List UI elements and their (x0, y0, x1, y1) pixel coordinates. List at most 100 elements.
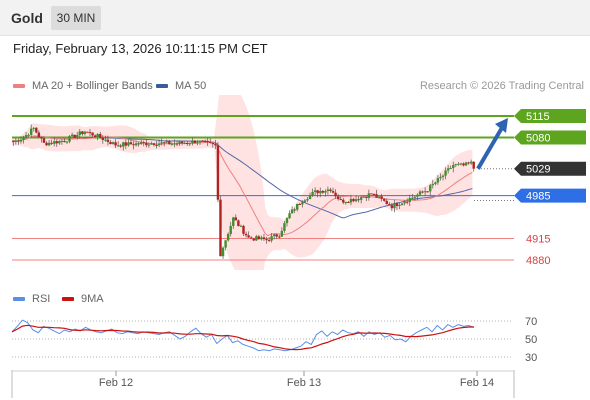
candle-body (398, 204, 401, 206)
candle-body (400, 203, 404, 205)
candle-body (290, 209, 294, 214)
candle-body (88, 132, 92, 134)
candle-body (278, 236, 281, 238)
candle-body (221, 247, 225, 257)
candle-body (63, 140, 66, 143)
candle-body (270, 236, 273, 241)
candle-body (436, 178, 440, 183)
candle-body (170, 143, 174, 145)
candle-body (406, 201, 409, 203)
level-tag-4985 (514, 188, 586, 203)
candle-body (178, 141, 181, 144)
candle-body (35, 127, 38, 133)
candle-body (418, 191, 422, 195)
candle-body (449, 168, 452, 170)
candle-body (306, 199, 309, 201)
candle-body (83, 131, 87, 134)
candle-body (175, 143, 179, 145)
x-tick-label: Feb 12 (99, 377, 133, 389)
candle-body (122, 142, 125, 147)
candle-body (29, 128, 33, 135)
candle-body (421, 191, 424, 193)
rsi-label: RSI (32, 293, 51, 305)
price-chart: 5115 5080 4985 4915 4880 5029 (11, 95, 586, 270)
timeframe-button[interactable]: 30 MIN (51, 6, 101, 30)
level-label-5080: 5080 (526, 132, 550, 144)
candle-body (27, 134, 30, 136)
candle-body (395, 203, 399, 206)
candle-body (357, 199, 360, 201)
candle-body (68, 136, 71, 142)
candle-body (165, 141, 168, 143)
candle-body (452, 165, 455, 169)
candle-body (319, 190, 322, 194)
candle-body (462, 163, 465, 166)
candle-body (459, 163, 463, 165)
candle-body (168, 141, 171, 145)
timestamp: Friday, February 13, 2026 10:11:15 PM CE… (13, 41, 268, 56)
candle-body (262, 237, 266, 240)
ma20-line (11, 135, 473, 237)
candle-body (188, 143, 191, 145)
candle-body (183, 142, 186, 144)
candle-body (147, 144, 151, 146)
candle-body (242, 225, 245, 234)
candle-body (124, 142, 128, 146)
candle-body (255, 236, 258, 241)
candle-body (265, 239, 268, 241)
candle-body (285, 218, 289, 224)
candle-body (339, 199, 342, 201)
candle-body (78, 131, 81, 136)
candle-body (342, 199, 345, 203)
candle-body (411, 197, 414, 199)
rsi-tick-70: 70 (525, 316, 537, 328)
candle-body (388, 204, 391, 206)
rsi-ma-line (11, 324, 474, 351)
candle-body (32, 127, 35, 129)
ma20-label: MA 20 + Bollinger Bands (32, 80, 153, 92)
x-tick-label: Feb 14 (460, 377, 494, 389)
candle-body (129, 142, 133, 145)
candle-body (416, 194, 419, 197)
toolbar: Gold 30 MIN (0, 0, 590, 36)
candle-body (70, 134, 74, 137)
candle-body (413, 196, 417, 198)
candle-body (324, 191, 327, 193)
candle-body (393, 203, 396, 209)
candle-body (106, 139, 110, 142)
candle-body (403, 201, 406, 204)
candle-body (321, 190, 324, 193)
candle-body (359, 197, 363, 200)
forecast-arrow-shaft (476, 124, 505, 170)
candle-body (191, 140, 194, 144)
candle-body (17, 140, 20, 142)
candle-body (380, 196, 383, 199)
candle-body (150, 143, 153, 145)
candle-body (298, 203, 301, 205)
candle-body (86, 131, 89, 133)
candle-body (132, 144, 135, 146)
candle-body (53, 141, 56, 144)
candle-body (249, 237, 253, 239)
candle-body (91, 132, 94, 136)
candle-body (229, 225, 232, 234)
candle-body (390, 205, 394, 209)
candle-body (283, 223, 286, 231)
candle-body (99, 134, 102, 138)
candle-body (40, 136, 43, 139)
candle-body (347, 202, 350, 204)
candle-body (439, 176, 442, 179)
forecast-arrow-head (495, 118, 508, 133)
candle-body (137, 143, 140, 145)
candle-body (160, 142, 163, 144)
candle-body (19, 139, 23, 142)
candle-body (303, 200, 307, 203)
candle-body (334, 192, 337, 197)
candle-body (296, 203, 299, 210)
candle-body (331, 191, 335, 193)
candle-body (336, 196, 340, 200)
candle-body (257, 236, 261, 240)
candle-body (301, 202, 304, 205)
candle-body (408, 198, 411, 202)
legend-rsi: RSI (13, 293, 50, 305)
